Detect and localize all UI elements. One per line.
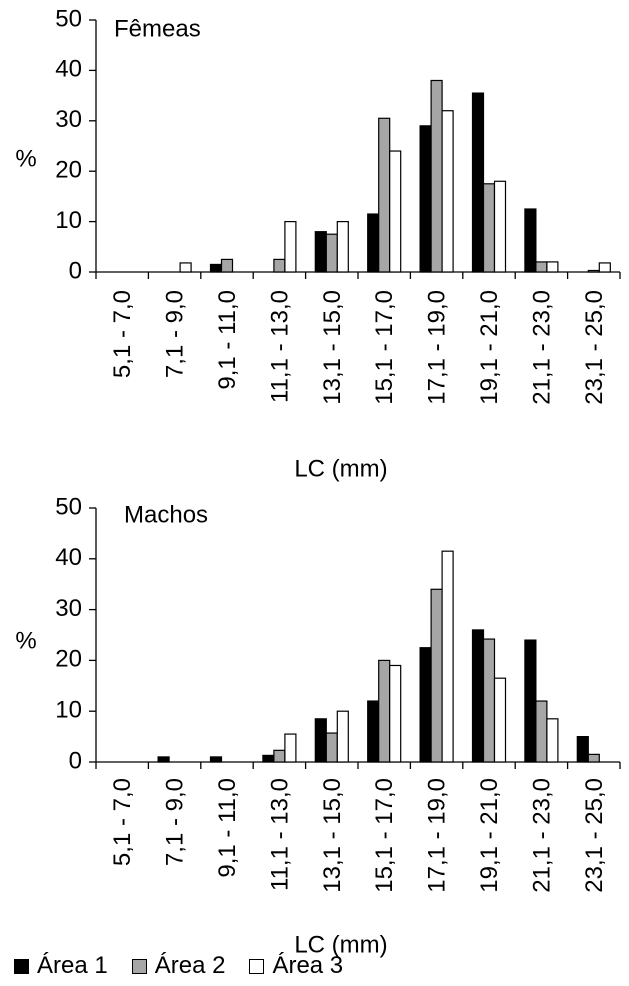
- machos-y-tick-label: 10: [55, 697, 82, 724]
- machos-bar-area-2: [587, 753, 600, 763]
- femeas-chart-title: Fêmeas: [114, 15, 201, 42]
- legend-item-area-1: Área 1: [14, 952, 108, 980]
- chart-legend: Área 1 Área 2 Área 3: [14, 952, 367, 980]
- legend-label-area-1: Área 1: [37, 952, 108, 979]
- machos-bar-area-3: [441, 550, 454, 763]
- femeas-bar-area-3: [179, 262, 192, 273]
- legend-label-area-3: Área 3: [272, 952, 344, 979]
- femeas-bar-area-2: [273, 258, 286, 273]
- machos-bar-area-1: [157, 756, 170, 763]
- femeas-bar-area-2: [482, 183, 496, 273]
- femeas-bar-area-1: [314, 231, 327, 273]
- machos-x-tick-label: 7,1 - 9,0: [162, 778, 189, 866]
- legend-label-area-2: Área 2: [154, 952, 226, 979]
- machos-bar-area-1: [314, 718, 327, 763]
- machos-y-axis-label: %: [15, 627, 36, 654]
- machos-bar-area-2: [378, 659, 391, 763]
- machos-bar-area-2: [535, 700, 548, 763]
- machos-bar-area-1: [209, 756, 223, 763]
- femeas-bar-area-3: [284, 221, 297, 273]
- machos-bar-area-2: [273, 749, 286, 763]
- femeas-x-tick-label: 9,1 - 11,0: [214, 290, 241, 390]
- machos-x-tick-label: 17,1 - 19,0: [424, 778, 451, 893]
- machos-x-axis-label: LC (mm): [294, 931, 387, 958]
- machos-bar-area-1: [576, 735, 589, 763]
- femeas-bar-area-2: [587, 269, 600, 273]
- femeas-y-tick-label: 50: [55, 5, 82, 32]
- femeas-bar-area-3: [598, 262, 611, 273]
- femeas-x-tick-label: 19,1 - 21,0: [476, 290, 503, 405]
- machos-bar-area-3: [546, 718, 559, 763]
- machos-bar-area-1: [471, 629, 485, 763]
- femeas-bar-area-3: [336, 221, 349, 273]
- machos-bar-area-2: [430, 588, 443, 763]
- femeas-bar-area-2: [378, 117, 391, 273]
- machos-bar-area-2: [325, 732, 338, 763]
- femeas-y-axis-label: %: [15, 145, 36, 172]
- machos-bar-area-3: [284, 733, 297, 763]
- femeas-x-tick-label: 11,1 - 13,0: [266, 290, 293, 403]
- femeas-y-tick-label: 20: [55, 157, 82, 184]
- femeas-bar-area-2: [535, 261, 548, 273]
- machos-bar-area-3: [389, 664, 402, 763]
- legend-item-area-2: Área 2: [131, 952, 226, 980]
- femeas-y-tick-label: 10: [55, 207, 82, 234]
- femeas-x-tick-label: 13,1 - 15,0: [319, 290, 346, 405]
- machos-x-tick-label: 19,1 - 21,0: [476, 778, 503, 893]
- machos-x-tick-label: 13,1 - 15,0: [319, 778, 346, 893]
- legend-swatch-area-3: [249, 958, 265, 974]
- machos-x-tick-label: 9,1 - 11,0: [214, 778, 241, 878]
- machos-y-tick-label: 20: [55, 646, 82, 673]
- machos-bar-area-3: [493, 677, 507, 763]
- legend-item-area-3: Área 3: [249, 952, 343, 980]
- femeas-bar-area-2: [430, 79, 443, 273]
- legend-swatch-area-1: [14, 958, 29, 974]
- femeas-bar-area-1: [419, 125, 432, 273]
- machos-y-tick-label: 50: [55, 493, 82, 520]
- machos-x-tick-label: 5,1 - 7,0: [109, 778, 136, 866]
- femeas-x-tick-label: 7,1 - 9,0: [162, 290, 189, 378]
- legend-swatch-area-2: [131, 958, 147, 974]
- machos-y-tick-label: 40: [55, 544, 82, 571]
- femeas-x-tick-label: 15,1 - 17,0: [371, 290, 398, 405]
- machos-bar-area-1: [419, 647, 432, 763]
- machos-bar-area-2: [482, 638, 496, 763]
- machos-y-tick-label: 0: [69, 747, 82, 774]
- femeas-y-tick-label: 40: [55, 56, 82, 83]
- femeas-bar-area-1: [209, 263, 223, 273]
- machos-chart-title: Machos: [124, 501, 208, 528]
- machos-bar-area-3: [336, 710, 349, 763]
- machos-bar-area-1: [262, 754, 275, 763]
- machos-x-tick-label: 11,1 - 13,0: [266, 778, 293, 891]
- femeas-x-tick-label: 21,1 - 23,0: [528, 290, 555, 405]
- femeas-bar-area-3: [441, 110, 454, 273]
- femeas-bar-area-3: [389, 150, 402, 273]
- machos-bar-area-1: [524, 639, 537, 763]
- machos-x-tick-label: 21,1 - 23,0: [528, 778, 555, 893]
- femeas-x-axis-label: LC (mm): [294, 455, 387, 482]
- machos-y-tick-label: 30: [55, 595, 82, 622]
- femeas-y-tick-label: 0: [69, 257, 82, 284]
- femeas-bar-area-2: [325, 233, 338, 273]
- femeas-y-tick-label: 30: [55, 106, 82, 133]
- femeas-bar-area-3: [493, 180, 507, 273]
- femeas-bar-area-2: [220, 258, 234, 273]
- machos-x-tick-label: 15,1 - 17,0: [371, 778, 398, 893]
- femeas-bar-area-1: [471, 92, 485, 273]
- femeas-x-tick-label: 23,1 - 25,0: [581, 290, 608, 405]
- machos-x-tick-label: 23,1 - 25,0: [581, 778, 608, 893]
- femeas-x-tick-label: 5,1 - 7,0: [109, 290, 136, 378]
- machos-bar-area-1: [367, 700, 380, 763]
- femeas-bar-area-1: [367, 213, 380, 273]
- femeas-bar-area-3: [546, 261, 559, 273]
- femeas-x-tick-label: 17,1 - 19,0: [424, 290, 451, 405]
- femeas-bar-area-1: [524, 208, 537, 273]
